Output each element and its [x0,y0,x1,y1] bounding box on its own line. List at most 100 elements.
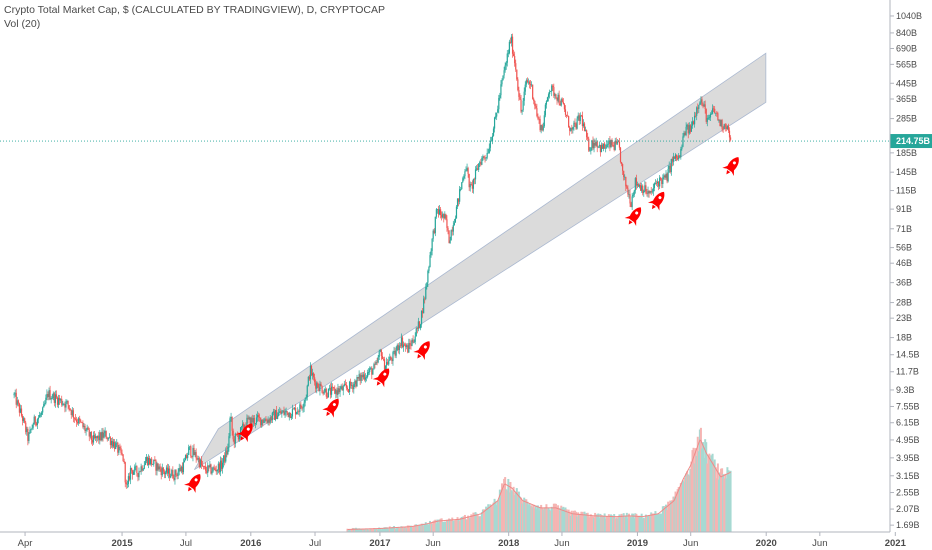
volume-bar [668,504,671,532]
candle-body [532,84,534,99]
candle-body [285,411,287,413]
candle-body [145,457,147,462]
volume-bar [404,526,407,532]
candle-body [34,416,36,424]
volume-bar [459,517,462,532]
candle-body [459,189,461,202]
candle-body [188,447,190,455]
candle-body [477,168,479,170]
candle-body [133,471,135,475]
rocket-body [240,423,253,439]
candle-body [152,464,154,465]
candle-body [15,392,17,405]
candle-body [408,343,410,353]
candle-body [254,423,257,424]
candle-body [594,142,596,146]
rocket-icon [184,474,201,493]
volume-bar [570,510,573,532]
candle-body [23,418,25,421]
candle-body [297,411,299,413]
time-axis[interactable]: Apr 2015 Jul 2016 Jul 2017 Jun 2018 Jun 2019 Jun 20… [0,531,907,549]
volume-bar [576,516,579,532]
volume-bar [445,519,448,532]
volume-bar [614,518,617,532]
candle-body [568,116,570,128]
candle-body [665,173,667,178]
candle-body [553,87,555,96]
candle-body [179,468,181,472]
candle-body [56,397,59,405]
candle-body [723,124,725,129]
candle-body [434,216,436,234]
volume-bar [729,470,732,532]
candle-body [681,146,683,149]
volume-bar [420,523,423,532]
volume-bar [639,517,642,532]
candle-body [335,390,337,394]
volume-bar [547,507,550,532]
candle-body [45,397,47,404]
candle-body [432,230,434,239]
price-tick-label: 285B [896,114,917,124]
candle-body [85,429,87,432]
candle-body [693,115,696,125]
candle-body [93,435,96,439]
candle-body [651,191,653,193]
volume-bar [412,525,415,532]
volume-bar [388,526,391,532]
volume-bar [691,450,694,532]
volume-bar [703,457,706,532]
rocket-body [188,474,201,489]
rocket-flame [651,204,656,210]
volume-bar [389,527,392,532]
candle-body [126,483,128,485]
candle-body [213,467,215,469]
volume-bar [557,505,560,532]
candle-body [154,459,156,461]
candle-body [709,113,712,118]
candle-body [362,374,364,378]
candle-body [344,383,346,386]
candle-body [453,222,455,226]
volume-bar [617,516,620,532]
candle-body [235,433,237,435]
volume-bar [599,513,602,532]
candle-body [52,393,54,399]
candle-body [596,141,598,148]
volume-bar [660,513,663,532]
volume-bar [545,504,548,532]
candle-body [363,374,366,380]
candle-body [369,368,371,372]
candle-body [618,141,621,148]
candle-body [666,173,668,182]
candle-body [127,476,130,484]
rocket-icon [372,368,390,388]
volume-bar [641,518,644,532]
candle-body [424,298,426,300]
volume-series [346,427,732,532]
volume-bar [466,519,469,532]
volume-bar [661,506,664,532]
rocket-window [423,345,427,349]
volume-bar [413,526,416,532]
volume-bar [685,473,688,532]
candle-body [370,367,372,369]
time-tick-label: 2020 [756,538,777,549]
candle-body [320,383,322,387]
volume-bar [539,506,542,532]
candle-body [180,466,182,472]
volume-bar [407,525,410,532]
volume-bar [365,529,368,532]
volume-bar [674,491,677,532]
candle-body [339,388,341,393]
candle-body [499,95,501,98]
candle-body [588,138,590,151]
candle-body [721,120,723,129]
price-tick-label: 115B [896,186,916,196]
last-price-line: 214.75B [0,134,932,149]
price-axis[interactable]: 1040B 840B 690B 565B 445B 365B 285B 185B 145B 115… [889,0,922,532]
candle-body [210,464,212,474]
volume-bar [473,513,476,532]
volume-bar [398,528,401,532]
